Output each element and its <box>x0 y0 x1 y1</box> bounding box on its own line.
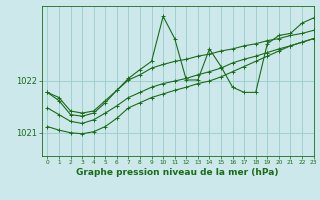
X-axis label: Graphe pression niveau de la mer (hPa): Graphe pression niveau de la mer (hPa) <box>76 168 279 177</box>
